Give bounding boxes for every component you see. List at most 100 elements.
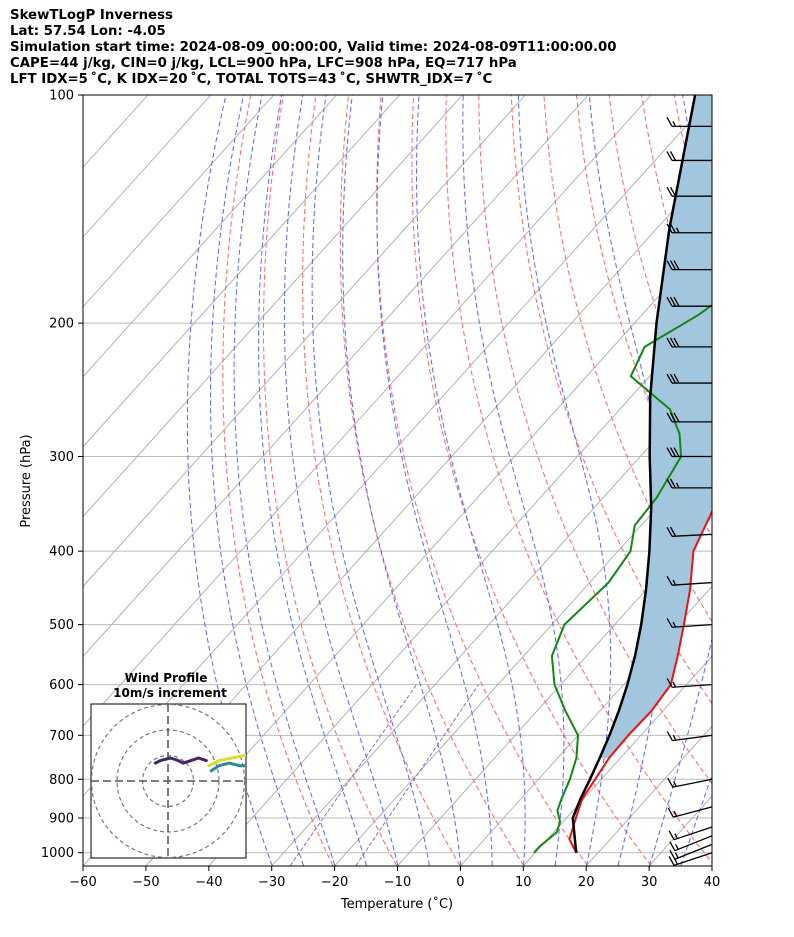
barb-stroke bbox=[666, 617, 673, 628]
wind-barb bbox=[667, 806, 713, 818]
chart-header: SkewTLogP Inverness Lat: 57.54 Lon: -4.0… bbox=[10, 8, 617, 88]
hodograph-title: Wind Profile bbox=[125, 671, 208, 685]
x-tick-label: −60 bbox=[69, 875, 96, 890]
barb-stroke bbox=[666, 151, 673, 161]
wind-barb bbox=[666, 260, 712, 271]
dry-adiabat-line bbox=[772, 95, 794, 866]
wind-barb bbox=[666, 296, 712, 307]
wind-barb bbox=[666, 337, 712, 348]
stability-indices: LFT IDX=5 ˚C, K IDX=20 ˚C, TOTAL TOTS=43… bbox=[10, 72, 493, 87]
hodograph-trace bbox=[181, 756, 208, 765]
barb-stroke bbox=[666, 337, 673, 348]
isotherm-line bbox=[397, 515, 712, 866]
barb-stroke bbox=[669, 296, 677, 307]
x-tick-label: 0 bbox=[456, 875, 464, 890]
barb-stroke bbox=[674, 843, 713, 860]
wind-barb bbox=[666, 617, 713, 628]
dry-adiabat-line bbox=[445, 95, 712, 864]
barb-stroke bbox=[673, 826, 713, 841]
hodograph-trace bbox=[209, 761, 246, 773]
barb-stroke bbox=[674, 835, 713, 852]
hodograph-trace bbox=[207, 754, 246, 768]
barb-stroke bbox=[673, 781, 677, 787]
barb-stroke bbox=[669, 478, 677, 489]
isotherm-line bbox=[83, 95, 212, 238]
dry-adiabat-line bbox=[263, 95, 397, 866]
barb-stroke bbox=[666, 373, 673, 384]
barb-stroke bbox=[666, 731, 673, 741]
barb-stroke bbox=[672, 623, 713, 628]
station-coordinates: Lat: 57.54 Lon: -4.05 bbox=[10, 24, 166, 39]
barb-stroke bbox=[669, 412, 677, 423]
moist-adiabat-line bbox=[283, 95, 399, 866]
wind-barb bbox=[669, 843, 713, 860]
dry-adiabat-line bbox=[376, 95, 588, 866]
barb-stroke bbox=[674, 833, 678, 839]
x-axis-label: Temperature (˚C) bbox=[340, 896, 453, 912]
dry-adiabat-line bbox=[478, 95, 712, 785]
moist-adiabat-line bbox=[258, 95, 367, 866]
moist-adiabat-line bbox=[416, 95, 526, 866]
dry-adiabat-line bbox=[543, 95, 712, 623]
x-tick-label: −40 bbox=[195, 875, 222, 890]
isotherm-line bbox=[83, 95, 652, 727]
wind-barb bbox=[668, 852, 713, 866]
moist-adiabat-line bbox=[680, 773, 712, 866]
moist-adiabat-line bbox=[462, 95, 565, 866]
dry-adiabat-line bbox=[411, 95, 652, 866]
barb-stroke bbox=[667, 777, 674, 788]
barb-stroke bbox=[666, 478, 673, 489]
barb-stroke bbox=[673, 806, 713, 818]
x-tick-label: 10 bbox=[515, 875, 532, 890]
moist-adiabat-line bbox=[233, 95, 336, 866]
wind-barb bbox=[666, 478, 712, 489]
mixing-ratio-line bbox=[289, 684, 417, 866]
barb-stroke bbox=[672, 581, 713, 586]
hodograph-trace bbox=[153, 756, 185, 765]
barb-stroke bbox=[673, 852, 713, 866]
dry-adiabat-line bbox=[222, 95, 334, 866]
barb-stroke bbox=[673, 373, 680, 384]
barb-stroke bbox=[673, 296, 680, 307]
barb-stroke bbox=[669, 447, 677, 457]
x-tick-label: −50 bbox=[132, 875, 159, 890]
wind-barb bbox=[666, 677, 713, 688]
dry-adiabat-line bbox=[706, 95, 712, 121]
moist-adiabat-line bbox=[210, 95, 304, 866]
isotherm-line bbox=[712, 95, 794, 866]
barb-stroke bbox=[675, 227, 680, 234]
barb-stroke bbox=[673, 260, 680, 270]
moist-adiabat-line bbox=[342, 95, 462, 866]
barb-stroke bbox=[673, 447, 680, 457]
wind-barb bbox=[666, 575, 713, 586]
barb-stroke bbox=[672, 579, 677, 586]
hodograph-subtitle: 10m/s increment bbox=[113, 686, 227, 700]
isotherm-line bbox=[83, 95, 400, 448]
barb-stroke bbox=[666, 526, 673, 537]
barb-stroke bbox=[669, 841, 676, 851]
station-title: SkewTLogP Inverness bbox=[10, 8, 173, 23]
x-tick-label: 30 bbox=[641, 875, 658, 890]
barb-stroke bbox=[675, 852, 679, 859]
isotherm-line bbox=[83, 95, 275, 308]
barb-stroke bbox=[668, 856, 675, 866]
dry-adiabat-line bbox=[510, 95, 712, 705]
wind-barb bbox=[666, 151, 712, 162]
barb-stroke bbox=[669, 849, 676, 860]
barb-stroke bbox=[673, 412, 680, 423]
y-tick-label: 200 bbox=[49, 317, 74, 332]
barb-stroke bbox=[669, 337, 677, 348]
wind-barb bbox=[666, 526, 713, 537]
isotherm-line bbox=[83, 95, 463, 518]
cape-area-layer bbox=[599, 95, 712, 758]
moist-adiabat-line bbox=[649, 95, 712, 866]
wind-barb bbox=[666, 447, 712, 458]
y-tick-label: 400 bbox=[49, 545, 74, 560]
simulation-times: Simulation start time: 2024-08-09_00:00:… bbox=[10, 40, 617, 55]
barb-stroke bbox=[666, 575, 673, 586]
wind-barb bbox=[668, 826, 713, 841]
barb-stroke bbox=[673, 337, 680, 348]
dry-adiabat-line bbox=[302, 95, 461, 866]
